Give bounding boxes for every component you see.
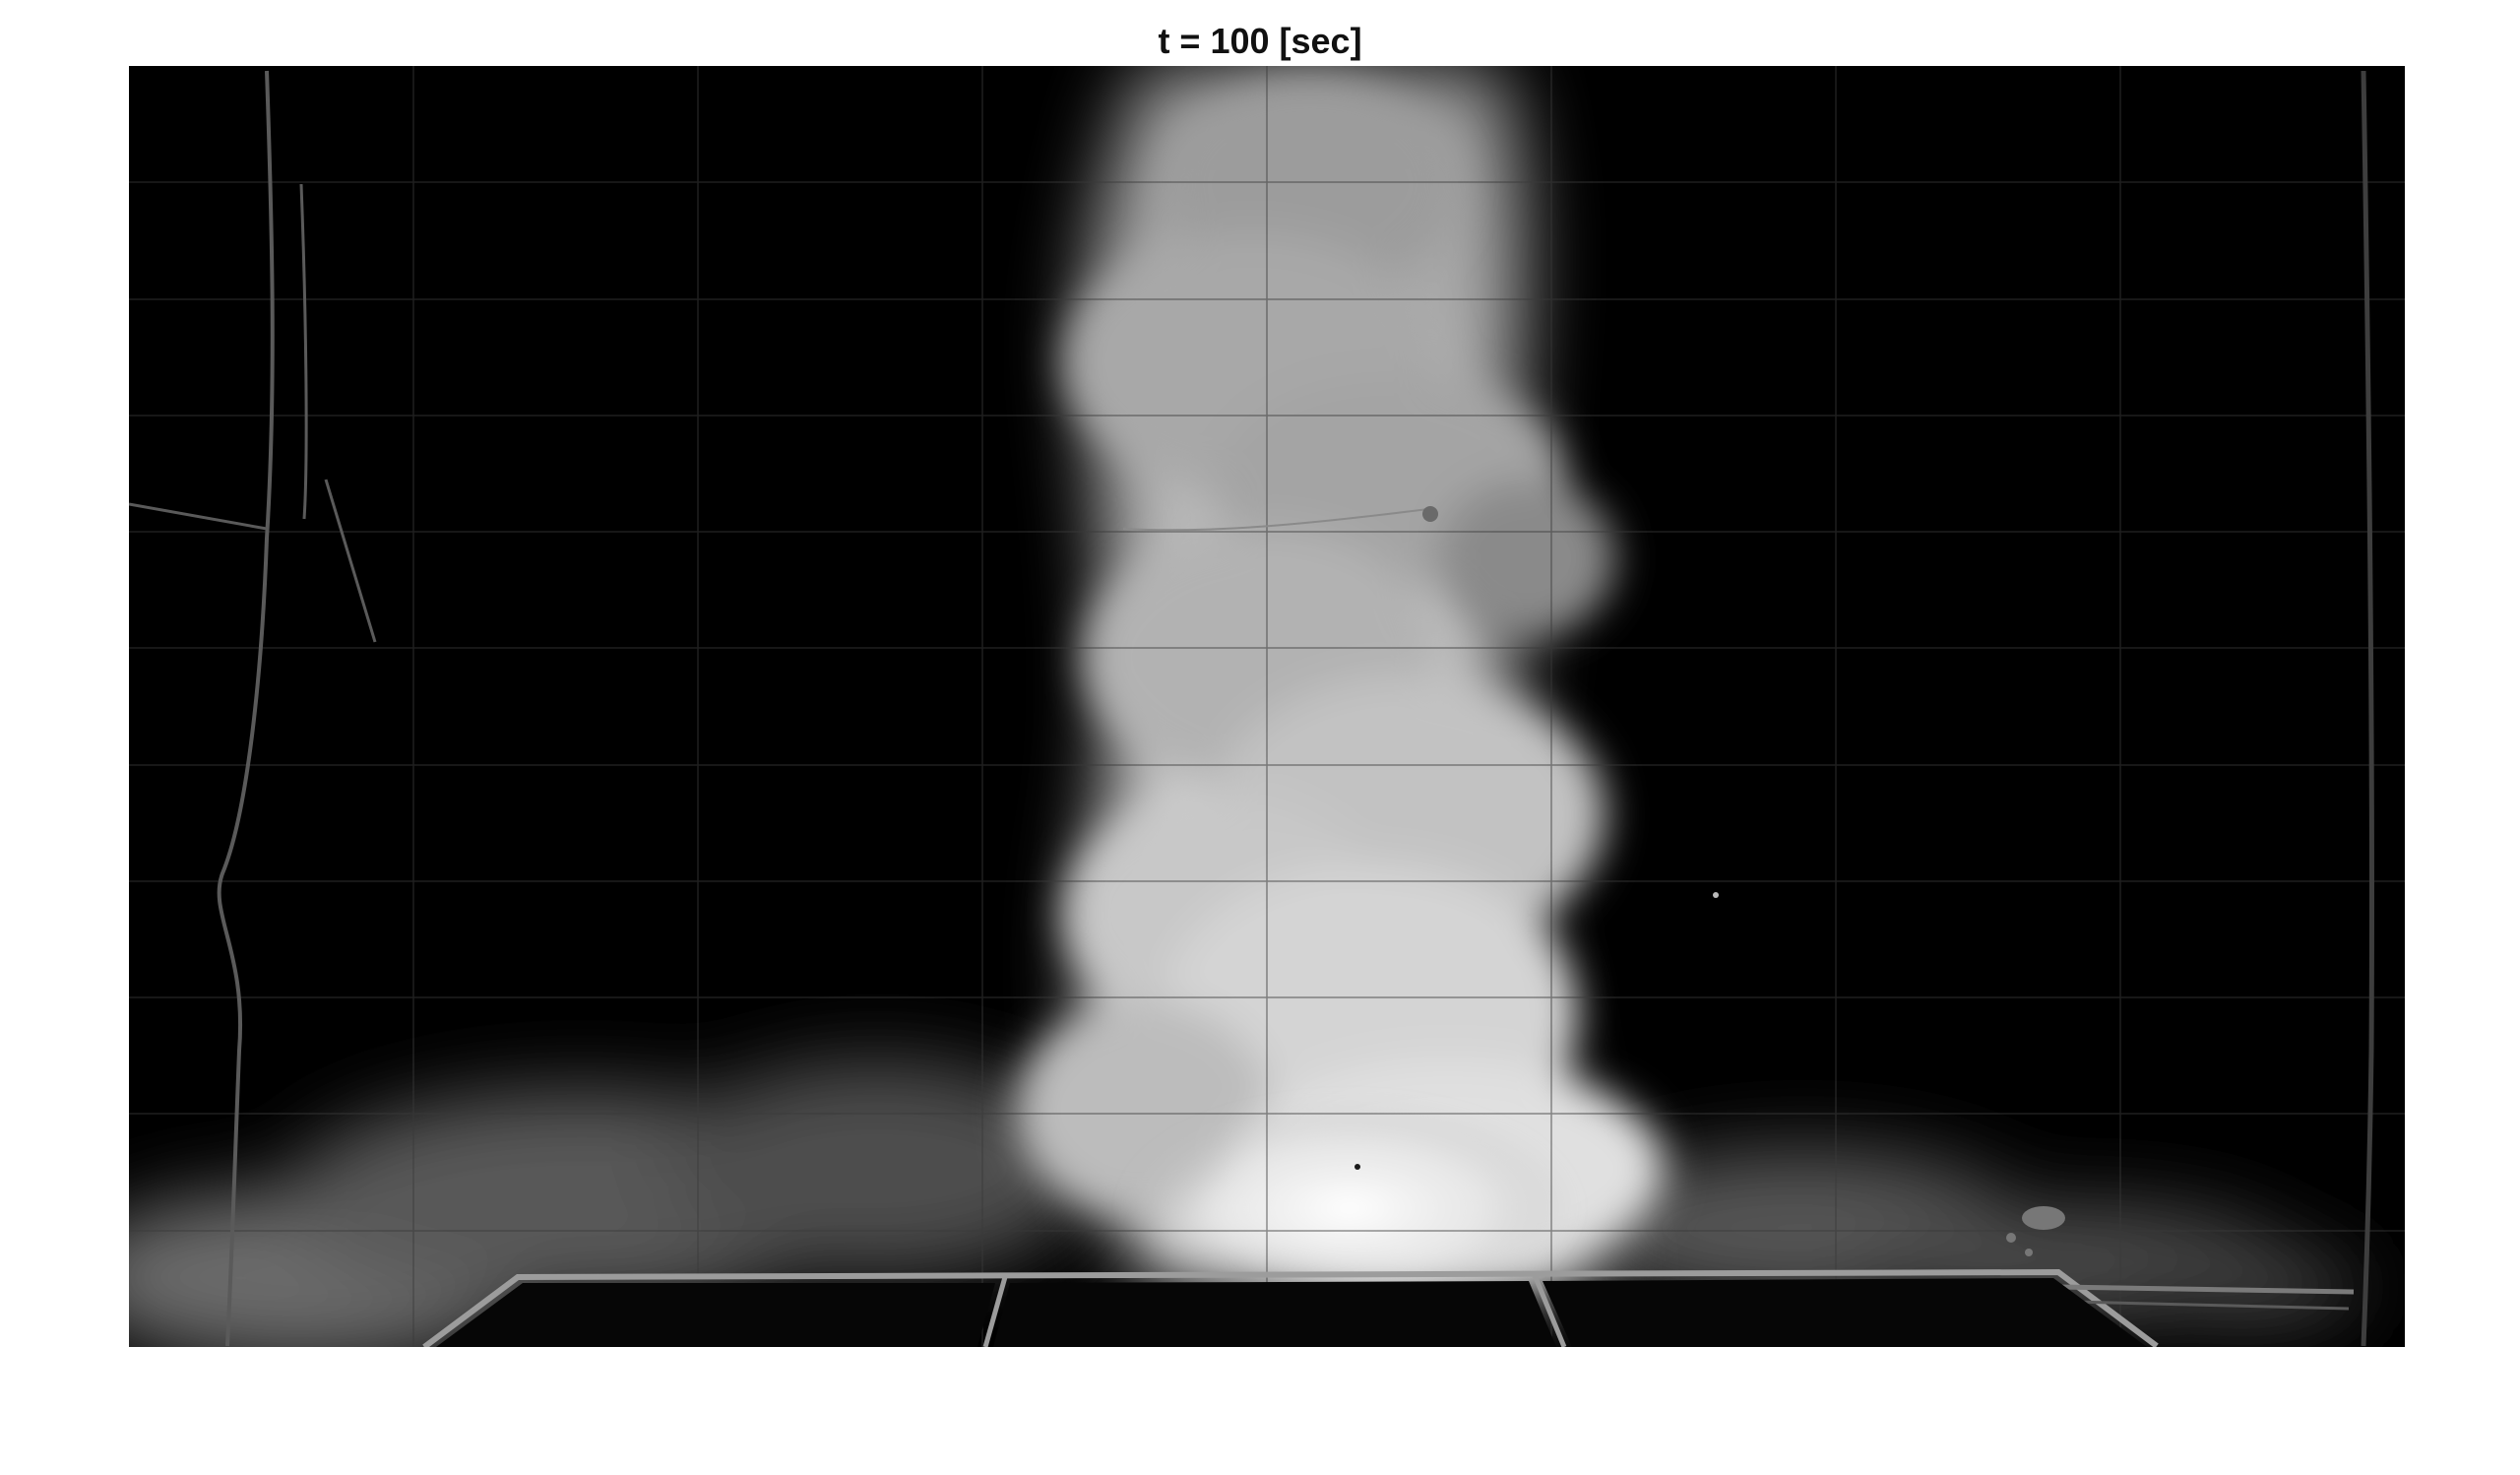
plume-bright-core (1123, 1100, 1576, 1316)
floor-smoke (129, 1060, 2363, 1347)
tank-panels (436, 1278, 2147, 1347)
spark (1713, 892, 1719, 898)
plume-image (129, 66, 2405, 1347)
image-axes (129, 66, 2405, 1347)
support-wires (129, 70, 2374, 1347)
right-fixture (2006, 1206, 2065, 1256)
debris (1354, 506, 1438, 1170)
figure-title: t = 100 [sec] (1158, 21, 1362, 61)
axes-grid (129, 66, 2405, 1347)
tank-structure (422, 1268, 2355, 1347)
plume-puffs (1015, 76, 1665, 1277)
